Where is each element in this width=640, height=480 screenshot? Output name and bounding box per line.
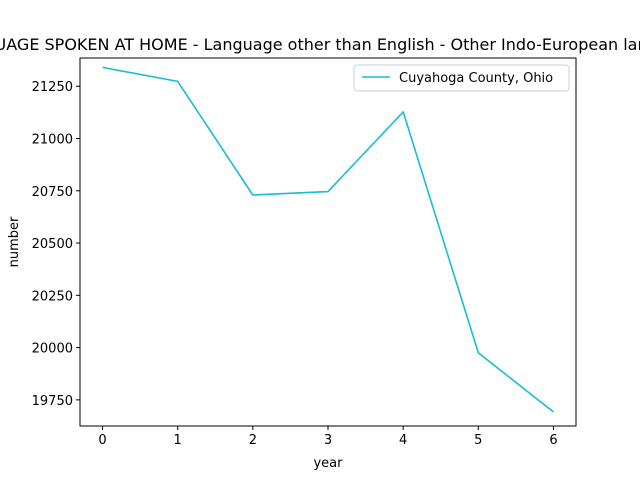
plot-area: 0 1 2 3 4 5 6 19750 20000 20250 20500 20750 21000 212… (32, 57, 577, 448)
y-tick-label: 20000 (32, 342, 73, 357)
x-tick-label: 2 (249, 433, 257, 448)
x-tick-label: 6 (549, 433, 557, 448)
y-tick-label: 20750 (32, 185, 73, 200)
x-tick-label: 4 (399, 433, 407, 448)
series-line-0 (102, 66, 554, 413)
y-axis-label: number (7, 216, 22, 267)
x-axis-label: year (313, 456, 343, 471)
legend: Cuyahoga County, Ohio (353, 64, 570, 92)
chart-title: LANGUAGE SPOKEN AT HOME - Language other… (0, 35, 640, 54)
legend-frame (353, 64, 570, 92)
y-tick-label: 20500 (32, 237, 73, 252)
y-tick-label: 21250 (32, 80, 73, 95)
x-tick-label: 1 (174, 433, 182, 448)
x-tick-label: 0 (98, 433, 106, 448)
y-tick-label: 20250 (32, 289, 73, 304)
y-tick-label: 21000 (32, 133, 73, 148)
x-tick-label: 3 (324, 433, 332, 448)
legend-entry-label: Cuyahoga County, Ohio (399, 71, 553, 86)
y-tick-label: 19750 (32, 394, 73, 409)
x-tick-label: 5 (474, 433, 482, 448)
